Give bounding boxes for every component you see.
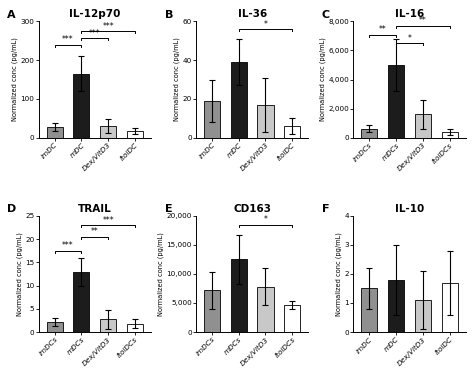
Bar — [361, 288, 377, 332]
Y-axis label: Normalized conc (pg/mL): Normalized conc (pg/mL) — [320, 38, 327, 122]
Y-axis label: Normalized conc (pg/mL): Normalized conc (pg/mL) — [158, 232, 164, 316]
Bar — [204, 101, 220, 138]
Bar — [204, 290, 220, 332]
Text: C: C — [322, 10, 330, 20]
Bar — [284, 126, 300, 138]
Bar — [100, 126, 116, 138]
Bar — [442, 132, 457, 138]
Title: IL-36: IL-36 — [237, 9, 267, 19]
Title: IL-10: IL-10 — [395, 204, 424, 214]
Bar — [388, 280, 404, 332]
Bar — [73, 74, 90, 138]
Text: *: * — [264, 215, 267, 224]
Bar — [46, 322, 63, 332]
Bar — [388, 65, 404, 138]
Text: *: * — [264, 20, 267, 29]
Text: A: A — [7, 10, 16, 20]
Bar — [442, 283, 457, 332]
Bar — [415, 114, 431, 138]
Title: CD163: CD163 — [233, 204, 271, 214]
Text: **: ** — [379, 25, 387, 34]
Text: B: B — [164, 10, 173, 20]
Bar — [284, 305, 300, 332]
Text: E: E — [164, 204, 172, 214]
Title: IL-12p70: IL-12p70 — [69, 9, 120, 19]
Bar — [127, 324, 143, 332]
Bar — [46, 127, 63, 138]
Text: F: F — [322, 204, 329, 214]
Y-axis label: Normalized conc (pg/mL): Normalized conc (pg/mL) — [12, 38, 18, 122]
Bar — [361, 129, 377, 138]
Text: ***: *** — [102, 22, 114, 31]
Bar — [231, 62, 247, 138]
Text: D: D — [7, 204, 17, 214]
Bar — [100, 320, 116, 332]
Text: ***: *** — [89, 29, 100, 38]
Bar — [127, 130, 143, 138]
Text: ***: *** — [62, 242, 74, 250]
Bar — [415, 300, 431, 332]
Bar — [257, 287, 273, 332]
Text: ***: *** — [102, 216, 114, 225]
Bar — [231, 260, 247, 332]
Title: TRAIL: TRAIL — [78, 204, 111, 214]
Y-axis label: Normalized conc (pg/mL): Normalized conc (pg/mL) — [174, 38, 181, 122]
Title: IL-16: IL-16 — [395, 9, 424, 19]
Text: ***: *** — [62, 35, 74, 44]
Text: **: ** — [419, 16, 427, 26]
Bar — [257, 105, 273, 138]
Bar — [73, 272, 90, 332]
Text: **: ** — [91, 228, 99, 237]
Y-axis label: Normalized conc (pg/mL): Normalized conc (pg/mL) — [17, 232, 23, 316]
Y-axis label: Normalized conc (pg/mL): Normalized conc (pg/mL) — [336, 232, 343, 316]
Text: *: * — [408, 34, 411, 43]
